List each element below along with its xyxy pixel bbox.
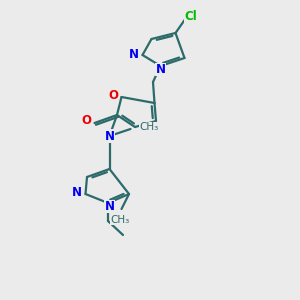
Text: CH₃: CH₃ xyxy=(110,214,130,225)
Text: CH₃: CH₃ xyxy=(139,122,158,132)
Text: N: N xyxy=(129,47,139,61)
Text: N: N xyxy=(72,187,82,200)
Text: N: N xyxy=(104,200,115,213)
Text: O: O xyxy=(108,89,118,102)
Text: N: N xyxy=(155,63,166,76)
Text: O: O xyxy=(81,113,91,127)
Text: Cl: Cl xyxy=(184,10,197,22)
Text: N: N xyxy=(104,130,115,142)
